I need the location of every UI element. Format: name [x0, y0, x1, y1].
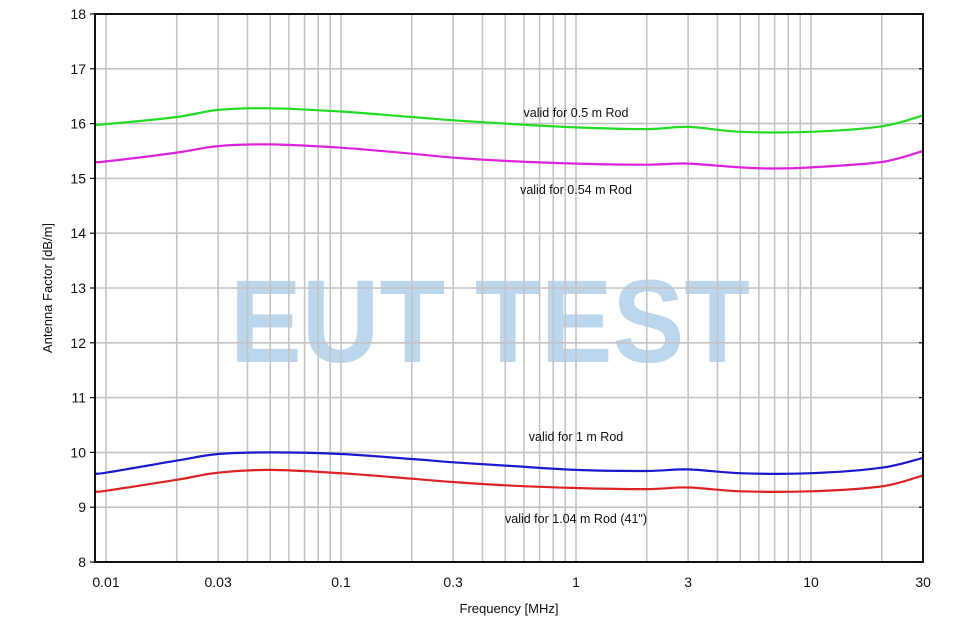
x-tick-label: 1 — [572, 574, 580, 590]
series-line-2 — [94, 451, 924, 475]
horizontal-gridlines — [95, 68, 923, 509]
y-tick-label: 11 — [71, 390, 86, 406]
x-tick-label: 0.1 — [331, 574, 351, 590]
y-tick-label: 9 — [78, 499, 86, 515]
x-tick-label: 30 — [915, 574, 931, 590]
series-line-0 — [95, 107, 924, 134]
series-annotations: valid for 0.5 m Rod valid for 0.54 m Rod v… — [505, 106, 647, 526]
x-axis-ticks: 0.01 0.03 0.1 0.3 1 3 10 30 — [92, 574, 931, 590]
x-tick-label: 0.01 — [92, 574, 119, 590]
series-line-1 — [94, 143, 924, 170]
y-tick-label: 15 — [70, 170, 86, 186]
y-axis-ticks: 8 9 10 11 12 13 14 15 16 17 18 — [70, 6, 923, 570]
x-tick-label: 3 — [684, 574, 692, 590]
series-annotation-3: valid for 1.04 m Rod (41") — [505, 512, 647, 526]
x-tick-label: 0.3 — [443, 574, 463, 590]
data-series — [94, 107, 924, 493]
series-annotation-1: valid for 0.54 m Rod — [520, 183, 632, 197]
y-tick-label: 17 — [70, 61, 86, 77]
x-tick-label: 0.03 — [204, 574, 231, 590]
x-axis-label: Frequency [MHz] — [460, 601, 559, 616]
y-tick-label: 14 — [70, 225, 86, 241]
y-axis-label: Antenna Factor [dB/m] — [40, 223, 55, 353]
y-tick-label: 18 — [70, 6, 86, 22]
y-tick-label: 10 — [70, 444, 86, 460]
y-tick-label: 16 — [70, 116, 86, 132]
watermark-text: EUT TEST — [230, 256, 750, 388]
series-line-3 — [94, 468, 924, 493]
y-tick-label: 8 — [78, 554, 86, 570]
x-tick-label: 10 — [803, 574, 819, 590]
series-annotation-2: valid for 1 m Rod — [529, 430, 624, 444]
series-annotation-0: valid for 0.5 m Rod — [524, 106, 629, 120]
y-tick-label: 13 — [70, 280, 86, 296]
y-tick-label: 12 — [70, 335, 86, 351]
